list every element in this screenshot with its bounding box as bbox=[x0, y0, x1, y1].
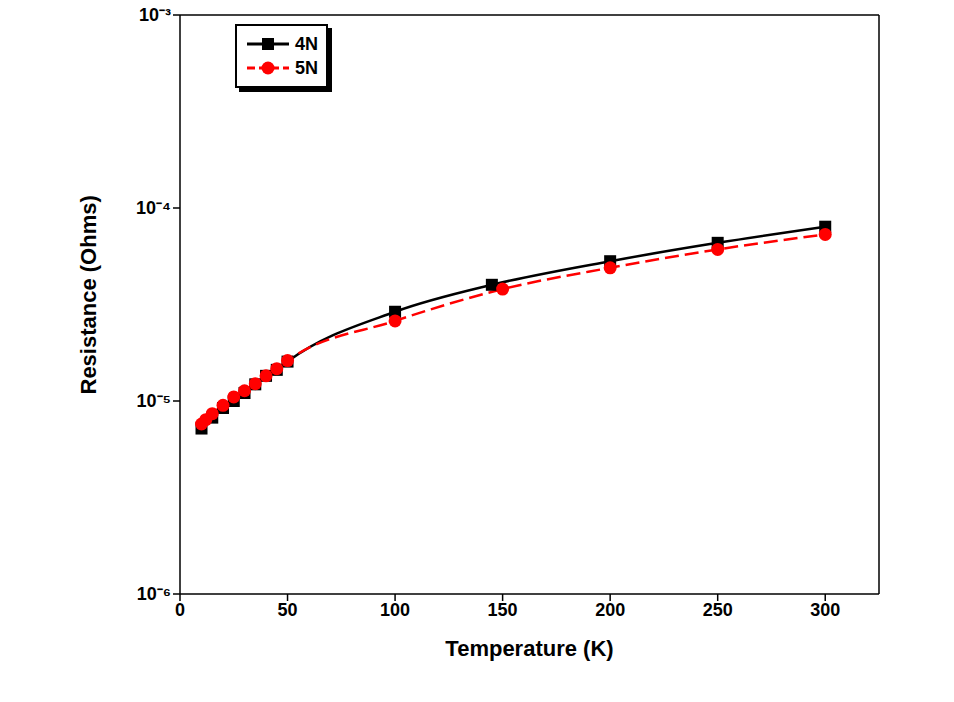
svg-text:10⁻⁵: 10⁻⁵ bbox=[137, 391, 171, 411]
svg-text:50: 50 bbox=[278, 600, 298, 620]
svg-text:300: 300 bbox=[810, 600, 840, 620]
svg-text:10⁻⁴: 10⁻⁴ bbox=[136, 198, 171, 218]
svg-text:150: 150 bbox=[488, 600, 518, 620]
html-text:5N: 5N bbox=[295, 57, 318, 78]
svg-text:Resistance (Ohms): Resistance (Ohms) bbox=[76, 195, 101, 394]
svg-text:200: 200 bbox=[595, 600, 625, 620]
svg-text:Temperature (K): Temperature (K) bbox=[445, 636, 613, 661]
svg-text:250: 250 bbox=[703, 600, 733, 620]
html-text:4N: 4N bbox=[295, 33, 318, 54]
svg-text:10⁻³: 10⁻³ bbox=[139, 8, 171, 25]
svg-text:0: 0 bbox=[175, 600, 185, 620]
svg-text:10⁻⁶: 10⁻⁶ bbox=[137, 584, 171, 604]
svg-text:100: 100 bbox=[380, 600, 410, 620]
